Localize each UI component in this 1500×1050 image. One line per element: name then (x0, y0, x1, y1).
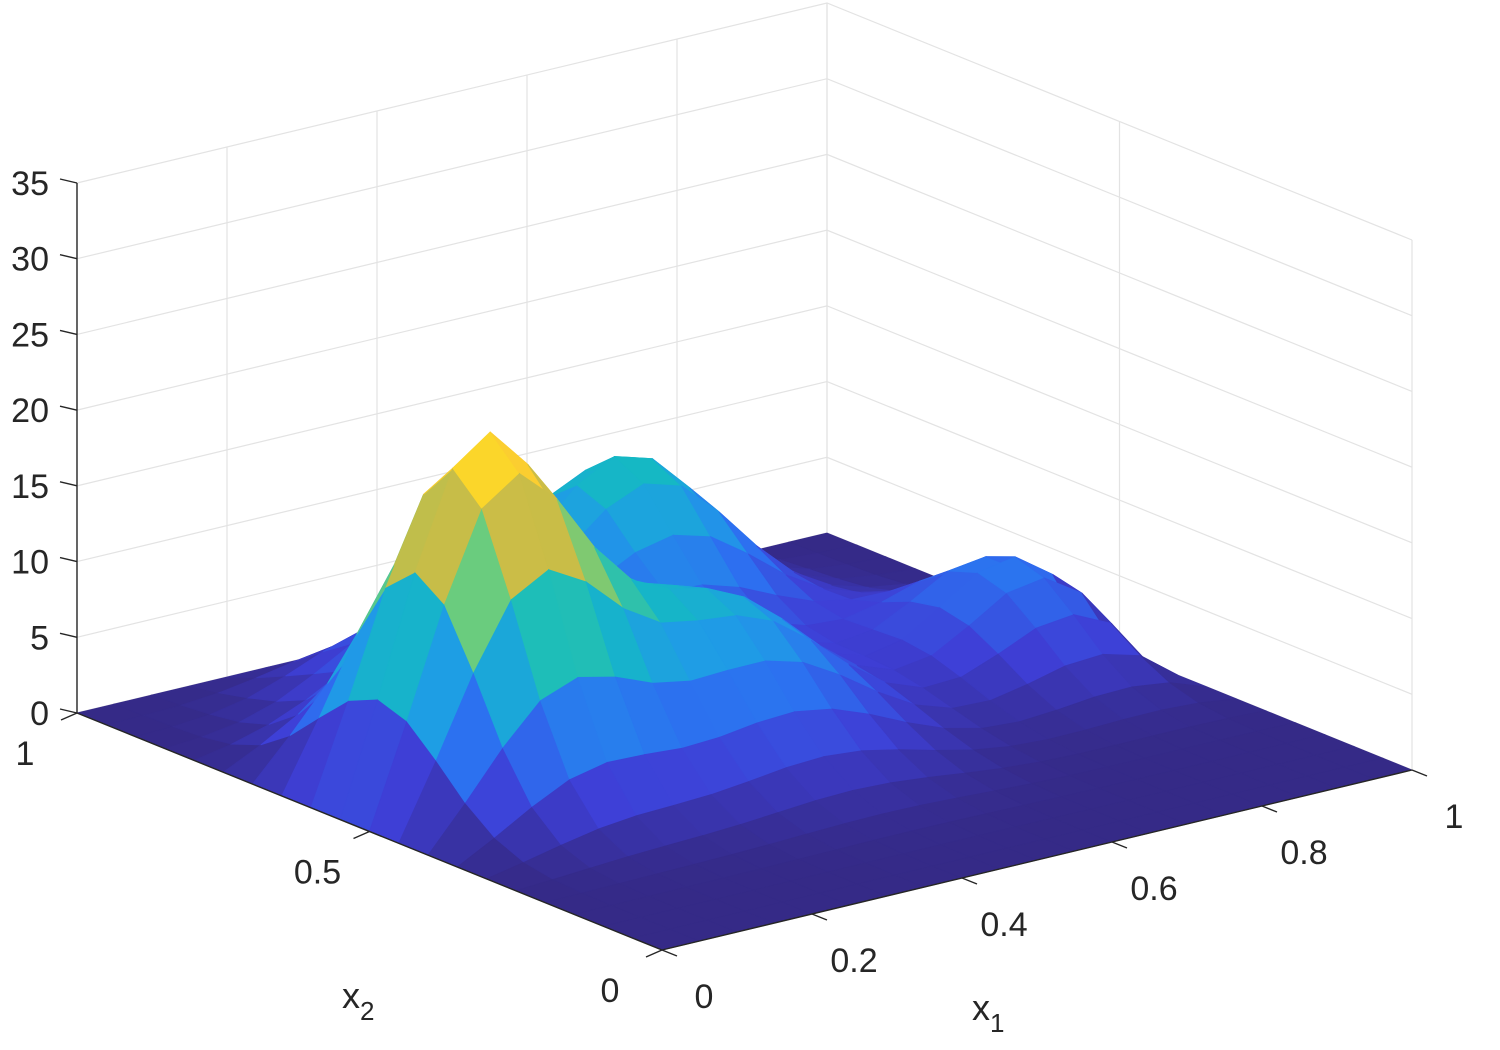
z-tick (59, 708, 78, 714)
surface (75, 431, 1414, 951)
x1-tick-label: 0.8 (1280, 834, 1327, 872)
z-tick-label: 25 (11, 316, 49, 354)
x1-tick (661, 949, 678, 957)
z-tick (59, 178, 78, 184)
x1-tick-label: 0.4 (980, 906, 1027, 944)
z-tick-label: 20 (11, 392, 49, 430)
z-tick-label: 0 (30, 695, 49, 733)
x1-tick (1411, 769, 1428, 777)
z-tick-label: 30 (11, 241, 49, 279)
z-gridline (76, 153, 1413, 392)
z-tick (59, 405, 78, 411)
z-tick-label: 10 (11, 544, 49, 582)
x1-tick-label: 0.6 (1130, 870, 1177, 908)
z-tick (59, 632, 78, 638)
x1-tick (1261, 805, 1278, 813)
x1-tick (961, 877, 978, 885)
x2-tick (60, 712, 78, 721)
z-tick (59, 329, 78, 336)
x2-tick (353, 830, 370, 840)
x1-tick-label: 1 (1445, 798, 1464, 836)
x2-tick-label: 0.5 (294, 854, 341, 892)
x1-tick (1111, 841, 1128, 849)
z-gridline (76, 2, 1413, 241)
x2-tick-label: 1 (16, 735, 35, 773)
z-gridline (76, 78, 1413, 317)
z-tick (59, 481, 78, 487)
x2-tick-label: 0 (601, 972, 620, 1010)
z-gridline (76, 229, 1413, 468)
z-tick-label: 15 (11, 468, 49, 506)
x1-axis-label: x1 (972, 987, 1004, 1038)
x1-tick (811, 913, 828, 921)
z-gridline (76, 305, 1413, 544)
x1-tick-label: 0 (695, 978, 714, 1016)
z-tick-label: 5 (30, 619, 49, 657)
z-tick-label: 35 (11, 165, 49, 203)
z-tick (59, 556, 78, 563)
z-tick (59, 254, 78, 260)
x1-axis-line (661, 769, 1413, 951)
x1-tick-label: 0.2 (830, 942, 877, 980)
x2-tick (645, 949, 663, 958)
x2-axis-label: x2 (342, 975, 374, 1026)
